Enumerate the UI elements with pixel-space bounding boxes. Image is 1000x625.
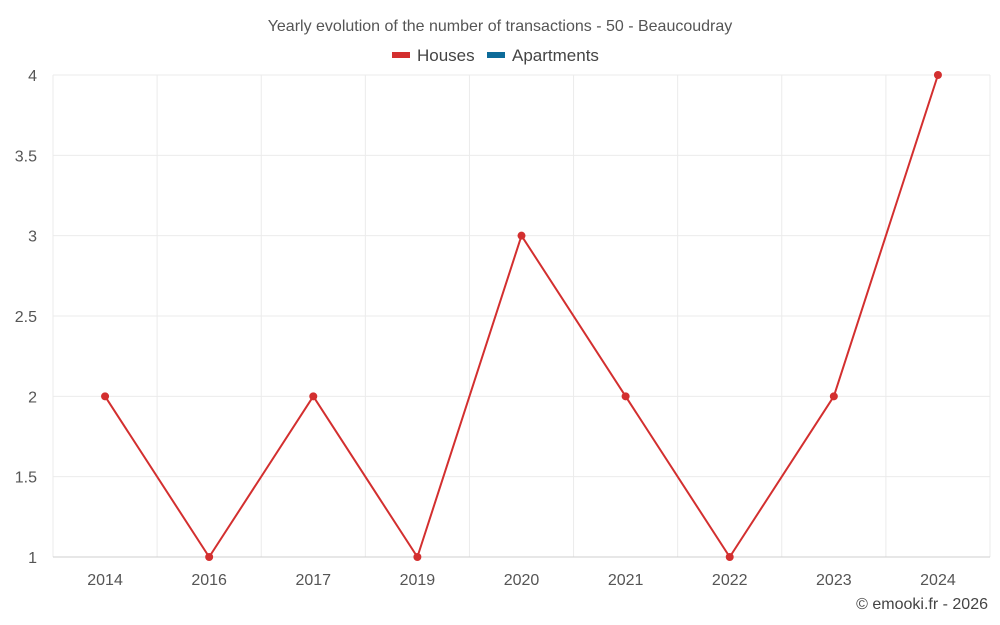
legend-label-apartments: Apartments bbox=[512, 46, 599, 65]
x-tick-label: 2021 bbox=[608, 572, 644, 589]
x-tick-label: 2014 bbox=[87, 572, 123, 589]
data-point-houses-2017[interactable] bbox=[309, 392, 318, 401]
legend-item-houses[interactable]: Houses bbox=[392, 46, 475, 65]
x-tick-label: 2020 bbox=[504, 572, 540, 589]
x-tick-label: 2019 bbox=[400, 572, 436, 589]
data-point-houses-2014[interactable] bbox=[101, 392, 110, 401]
y-tick-label: 1.5 bbox=[15, 470, 37, 487]
x-tick-label: 2022 bbox=[712, 572, 748, 589]
y-tick-label: 3.5 bbox=[15, 148, 37, 165]
y-gridlines bbox=[53, 74, 990, 478]
x-tick-label: 2024 bbox=[920, 572, 956, 589]
credit: © emooki.fr - 2026 bbox=[856, 596, 988, 613]
data-point-houses-2021[interactable] bbox=[621, 392, 630, 401]
series-group bbox=[101, 71, 942, 561]
data-point-houses-2020[interactable] bbox=[517, 231, 526, 240]
y-tick-label: 2.5 bbox=[15, 309, 37, 326]
chart-title: Yearly evolution of the number of transa… bbox=[268, 18, 733, 35]
y-tick-label: 4 bbox=[28, 68, 37, 85]
x-tick-label: 2023 bbox=[816, 572, 852, 589]
legend-swatch-houses bbox=[392, 52, 410, 58]
legend-item-apartments[interactable]: Apartments bbox=[487, 46, 599, 65]
x-axis-ticks: 2014 2016 2017 2019 2020 2021 2022 2023 2024 bbox=[87, 572, 956, 589]
legend: Houses Apartments bbox=[392, 46, 599, 65]
legend-label-houses: Houses bbox=[417, 46, 475, 65]
data-point-houses-2016[interactable] bbox=[205, 553, 214, 561]
y-tick-label: 2 bbox=[28, 389, 37, 406]
data-point-houses-2022[interactable] bbox=[725, 553, 734, 561]
x-tick-label: 2017 bbox=[295, 572, 331, 589]
data-point-houses-2024[interactable] bbox=[933, 71, 942, 79]
y-tick-label: 1 bbox=[28, 550, 37, 567]
y-tick-label: 3 bbox=[28, 229, 37, 246]
y-axis-ticks: 1 1.5 2 2.5 3 3.5 4 bbox=[15, 68, 37, 567]
data-point-houses-2019[interactable] bbox=[413, 553, 422, 561]
legend-swatch-apartments bbox=[487, 52, 505, 58]
x-tick-label: 2016 bbox=[191, 572, 227, 589]
data-point-houses-2023[interactable] bbox=[829, 392, 838, 401]
